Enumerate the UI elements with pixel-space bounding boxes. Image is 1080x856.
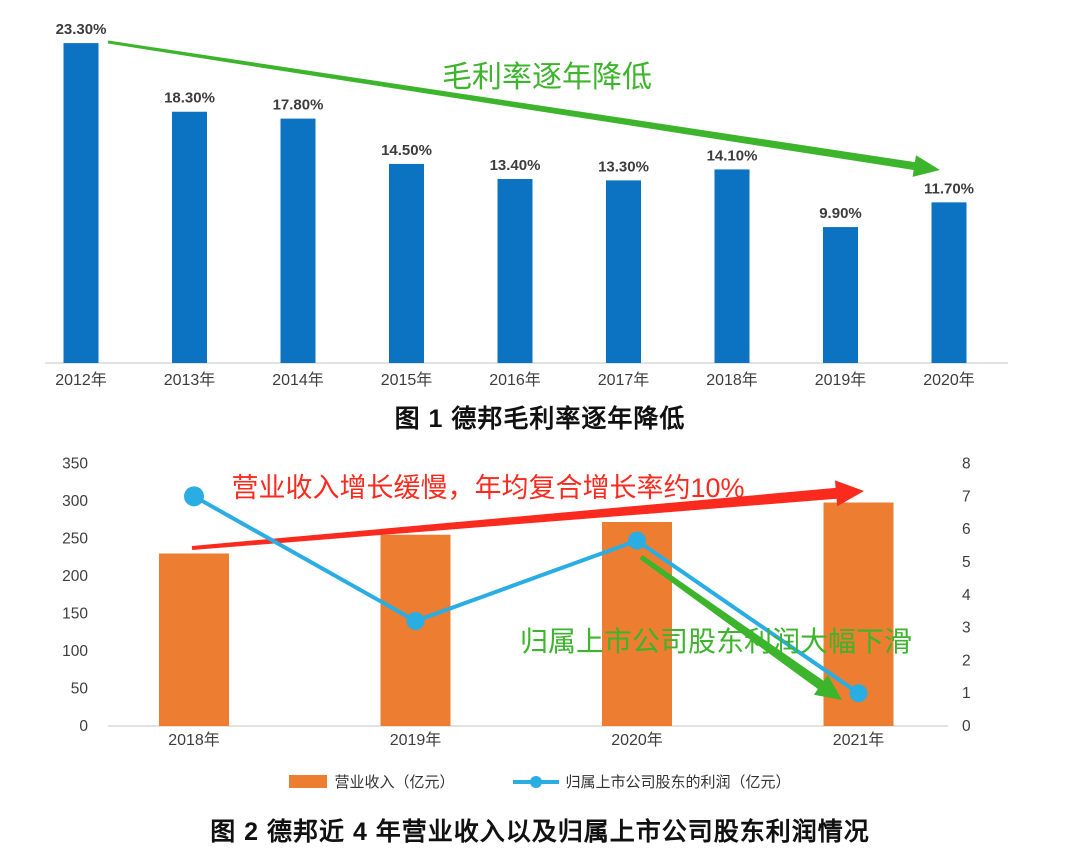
bar-3 [389,163,424,363]
bar-7 [823,227,858,363]
profit-decline-arrow-icon [639,555,842,700]
profit-point-2 [628,531,646,550]
x-label-1: 2013年 [164,371,216,389]
figure1-annotation: 毛利率逐年降低 [442,61,652,94]
figure2-legend: 营业收入（亿元） 归属上市公司股东的利润（亿元） [0,771,1080,792]
right-axis-tick-1: 1 [962,685,971,702]
x-label-0: 2012年 [55,371,107,389]
profit-point-1 [406,612,425,630]
legend-item-profit: 归属上市公司股东的利润（亿元） [512,771,791,792]
bar-2 [280,118,316,363]
figure2-caption: 图 2 德邦近 4 年营业收入以及归属上市公司股东利润情况 [210,818,870,846]
x-label-0: 2018年 [168,731,220,749]
left-axis-tick-0: 0 [79,718,88,735]
bar-8 [931,202,967,363]
data-label-5: 13.30% [598,158,649,175]
bar-1 [172,111,207,363]
data-label-2: 17.80% [273,97,324,114]
right-axis-tick-4: 4 [962,587,971,604]
left-axis-tick-4: 200 [62,568,88,585]
revenue-bar-0 [159,553,229,726]
right-axis-tick-7: 7 [962,488,971,505]
right-axis-tick-0: 0 [962,718,971,735]
revenue-bar-2 [602,522,672,726]
x-label-2: 2014年 [272,371,324,389]
left-axis-tick-1: 50 [71,681,89,698]
right-axis-tick-3: 3 [962,620,971,637]
bar-4 [497,179,533,363]
right-axis-tick-2: 2 [962,652,971,669]
figure2-annotation-revenue: 营业收入增长缓慢，年均复合增长率约10% [231,473,744,503]
revenue-growth-arrow-icon [191,480,865,550]
profit-point-3 [849,684,868,703]
legend-label-profit: 归属上市公司股东的利润（亿元） [565,774,791,791]
figure2-annotation-profit: 归属上市公司股东利润大幅下滑 [520,626,912,657]
x-label-3: 2015年 [381,371,433,389]
x-label-7: 2019年 [815,371,867,389]
x-label-4: 2016年 [489,371,541,389]
bar-0 [63,43,99,363]
data-label-6: 14.10% [707,147,758,164]
figure1-gross-margin-chart: 23.30% 2012年 18.30% 2013年 17.80% 2014年 14.50% 2… [45,21,1008,389]
x-label-6: 2018年 [706,371,758,389]
x-label-5: 2017年 [598,371,650,389]
left-axis-tick-2: 100 [62,643,88,660]
left-axis-tick-3: 150 [62,606,88,623]
revenue-bar-1 [380,534,451,726]
data-label-1: 18.30% [164,90,215,107]
revenue-swatch-icon [289,775,328,788]
profit-point-0 [184,486,204,507]
left-axis-tick-7: 350 [62,456,88,473]
bar-6 [714,169,750,363]
bar-5 [606,180,641,363]
figure1-caption: 图 1 德邦毛利率逐年降低 [394,405,686,433]
trend-arrow-down-icon [107,40,941,177]
figure2-revenue-profit-chart: 0 50 100 150 200 250 300 350 0 1 2 3 4 5 6 7 8 2018年 2019年… [62,456,971,750]
x-label-1: 2019年 [390,731,442,749]
x-label-2: 2020年 [611,731,663,749]
legend-item-revenue: 营业收入（亿元） [289,771,455,792]
x-label-8: 2020年 [923,371,975,389]
data-label-7: 9.90% [819,205,862,222]
data-label-8: 11.70% [924,180,974,197]
data-label-3: 14.50% [381,142,432,159]
profit-line-marker-icon [512,775,559,788]
left-axis-tick-5: 250 [62,531,88,548]
x-label-3: 2021年 [833,731,885,749]
right-axis-tick-6: 6 [962,521,971,538]
right-axis-tick-8: 8 [962,456,971,473]
data-label-4: 13.40% [490,157,541,174]
legend-label-revenue: 营业收入（亿元） [334,774,455,791]
right-axis-tick-5: 5 [962,554,971,571]
left-axis-tick-6: 300 [62,493,88,510]
data-label-0: 23.30% [56,21,107,38]
profit-line [193,494,860,695]
